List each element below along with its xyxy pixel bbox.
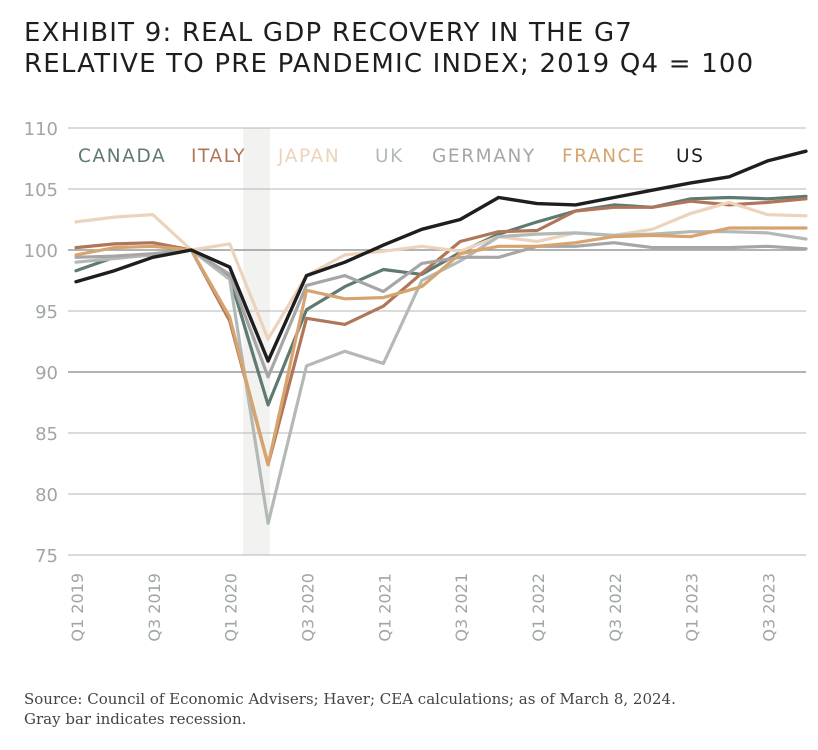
series-line-france bbox=[74, 226, 808, 467]
source-note: Source: Council of Economic Advisers; Ha… bbox=[24, 690, 676, 708]
recession-shading-layer bbox=[243, 128, 271, 555]
legend-label-germany: GERMANY bbox=[432, 146, 536, 167]
series-line-japan bbox=[74, 200, 808, 341]
legend: CANADA ITALY JAPAN UK GERMANY FRANCE US bbox=[78, 146, 704, 167]
legend-label-canada: CANADA bbox=[78, 146, 166, 167]
chart-title: EXHIBIT 9: REAL GDP RECOVERY IN THE G7 R… bbox=[24, 18, 804, 80]
x-tick-label: Q3 2022 bbox=[606, 573, 625, 642]
legend-label-us: US bbox=[676, 146, 704, 167]
line-chart: 75 80 85 90 95 100 105 110 Q1 2019 Q3 2019 Q1 202… bbox=[24, 119, 808, 642]
y-tick-label-80: 80 bbox=[35, 485, 58, 506]
y-tick-label-75: 75 bbox=[35, 546, 58, 567]
series-lines bbox=[74, 149, 808, 525]
x-tick-label: Q1 2022 bbox=[529, 573, 548, 642]
y-axis-tick-labels: 75 80 85 90 95 100 105 110 bbox=[24, 119, 58, 567]
series-line-italy bbox=[74, 197, 808, 467]
legend-label-japan: JAPAN bbox=[277, 146, 340, 167]
x-tick-label: Q1 2021 bbox=[375, 573, 394, 642]
y-tick-label-110: 110 bbox=[24, 119, 58, 140]
recession-note: Gray bar indicates recession. bbox=[24, 710, 247, 728]
series-line-us bbox=[74, 149, 808, 363]
y-tick-label-95: 95 bbox=[35, 302, 58, 323]
x-tick-label: Q1 2019 bbox=[68, 573, 87, 642]
series-line-canada bbox=[74, 194, 808, 407]
chart-title-line-2: RELATIVE TO PRE PANDEMIC INDEX; 2019 Q4 … bbox=[24, 49, 755, 79]
x-tick-label: Q3 2020 bbox=[299, 573, 318, 642]
legend-label-france: FRANCE bbox=[562, 146, 645, 167]
x-axis-tick-labels: Q1 2019 Q3 2019 Q1 2020 Q3 2020 Q1 2021 Q3 20… bbox=[68, 573, 779, 642]
x-tick-label: Q3 2019 bbox=[145, 573, 164, 642]
gridlines bbox=[68, 127, 806, 556]
x-tick-label: Q3 2023 bbox=[760, 573, 779, 642]
y-tick-label-85: 85 bbox=[35, 424, 58, 445]
legend-label-uk: UK bbox=[375, 146, 404, 167]
y-tick-label-105: 105 bbox=[24, 180, 58, 201]
chart-title-line-1: EXHIBIT 9: REAL GDP RECOVERY IN THE G7 bbox=[24, 18, 634, 48]
footnote: Source: Council of Economic Advisers; Ha… bbox=[24, 689, 804, 729]
y-tick-label-100: 100 bbox=[24, 241, 58, 262]
legend-label-italy: ITALY bbox=[191, 146, 246, 167]
x-tick-label: Q3 2021 bbox=[452, 573, 471, 642]
x-tick-label: Q1 2020 bbox=[222, 573, 241, 642]
y-tick-label-90: 90 bbox=[35, 363, 58, 384]
series-line-uk bbox=[74, 230, 808, 525]
x-tick-label: Q1 2023 bbox=[683, 573, 702, 642]
recession-bar bbox=[243, 128, 271, 555]
